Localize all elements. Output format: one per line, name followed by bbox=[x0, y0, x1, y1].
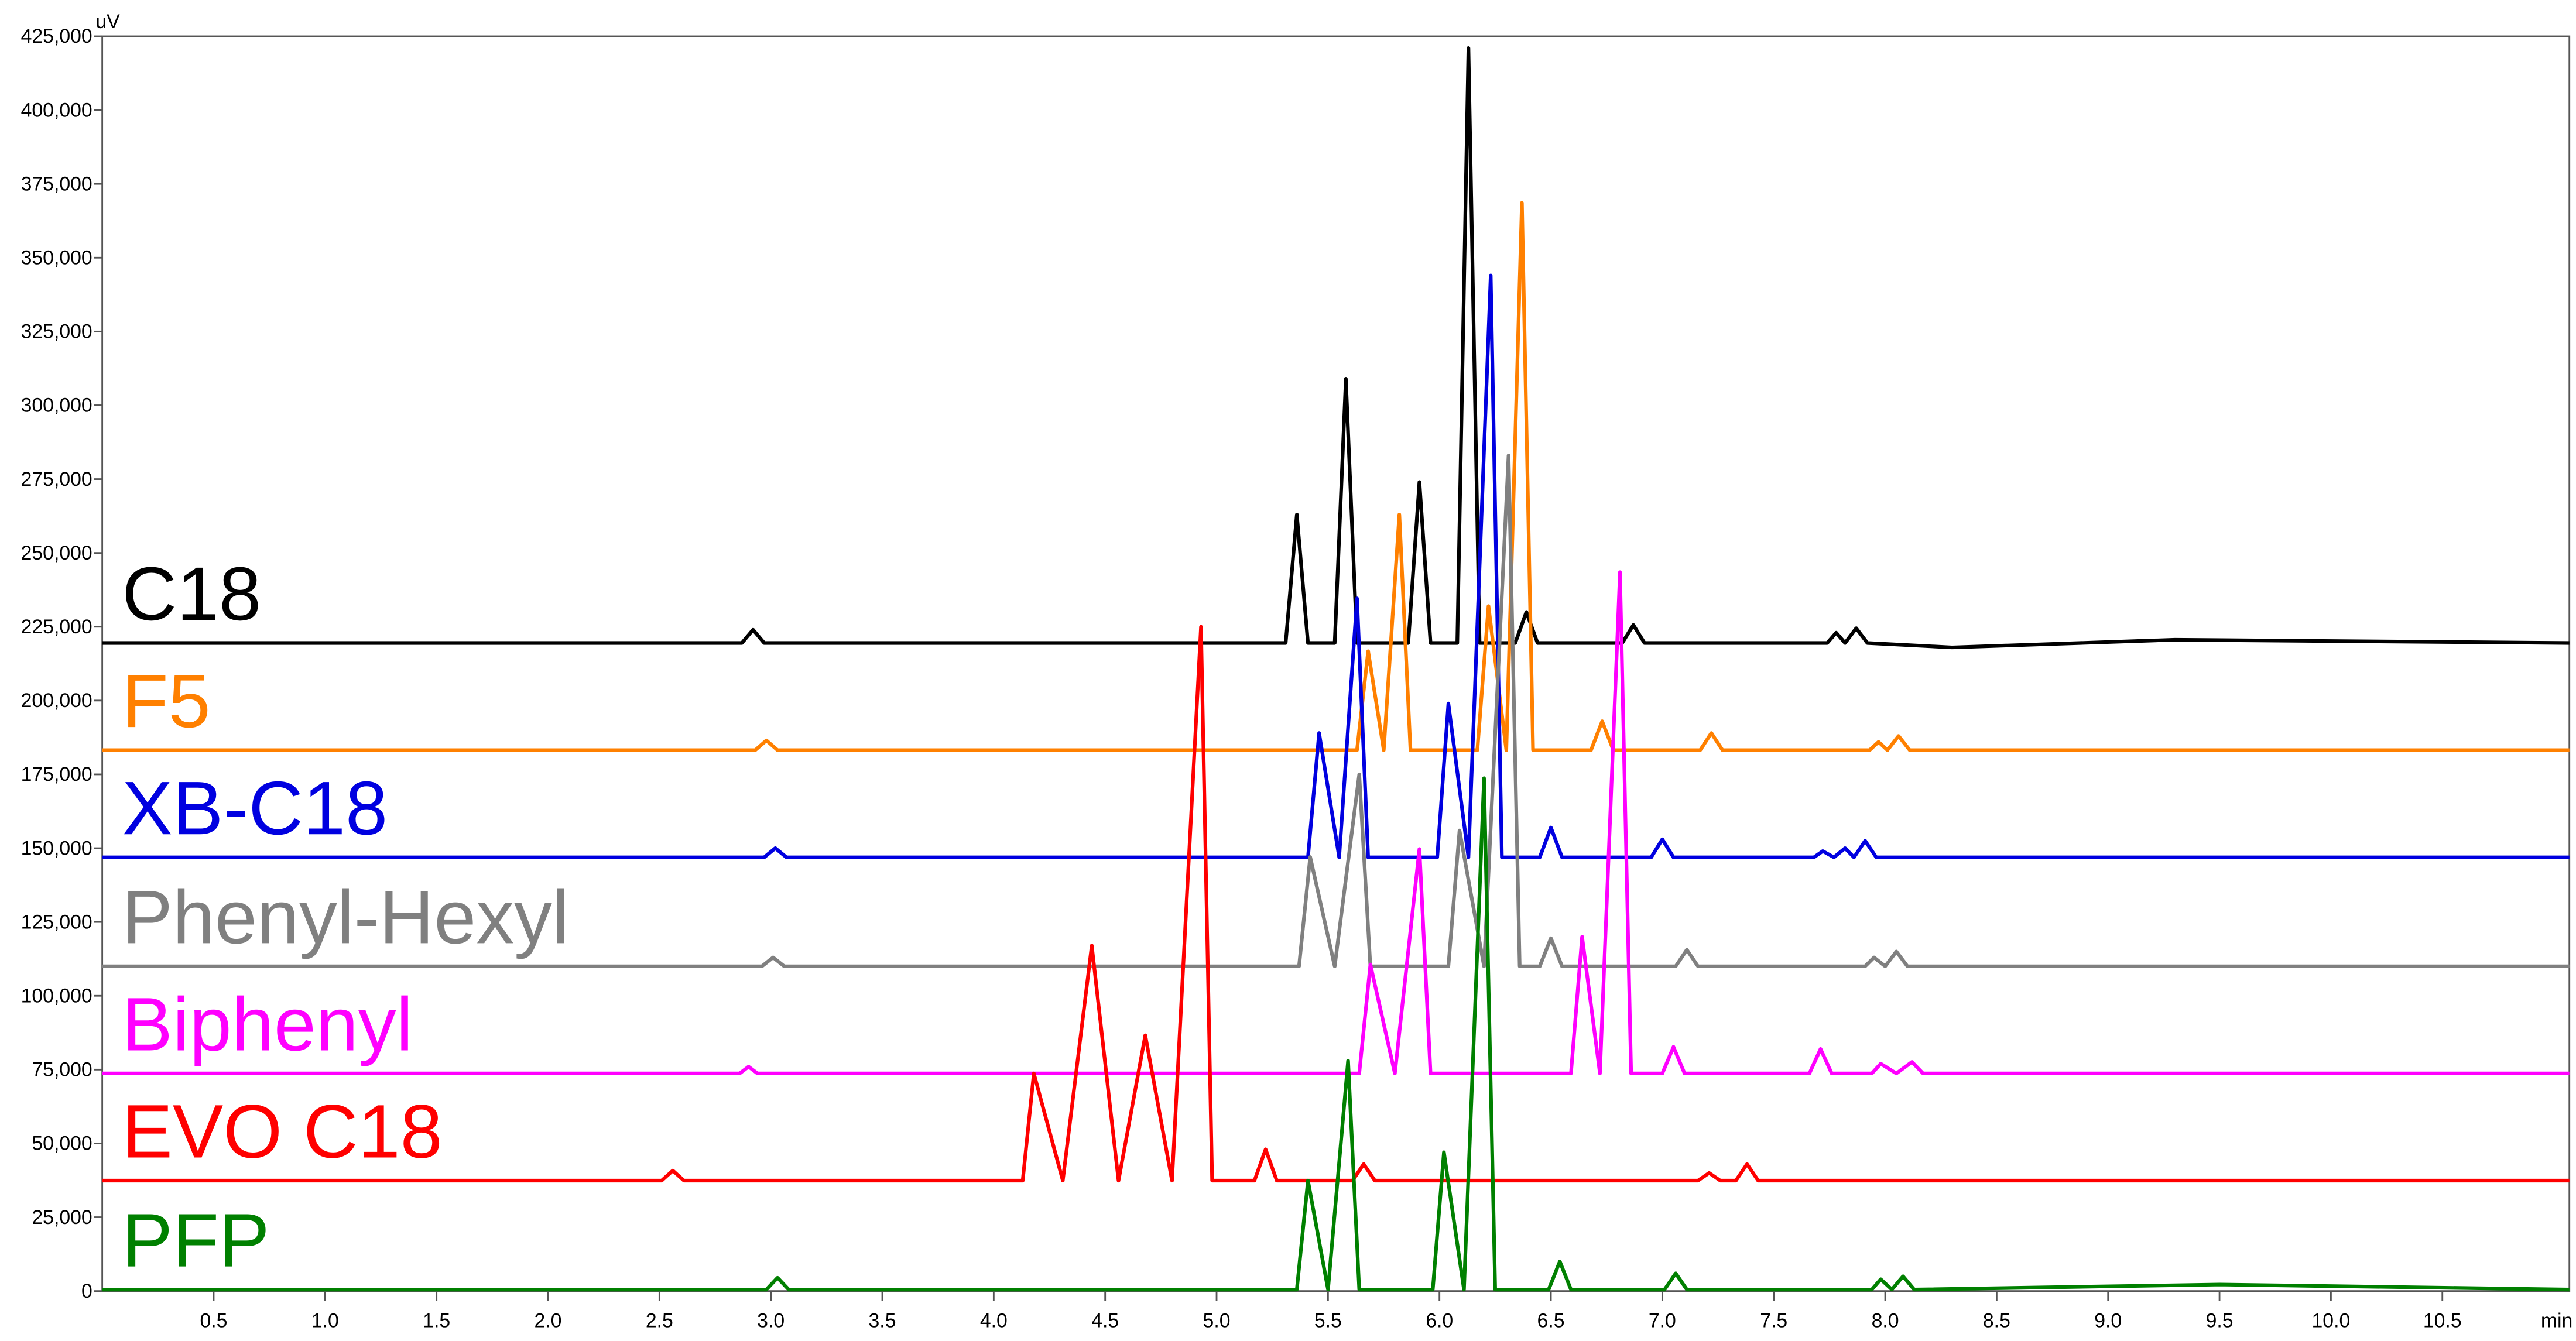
y-tick-label: 400,000 bbox=[21, 99, 93, 121]
x-unit: min bbox=[2541, 1310, 2572, 1332]
legend-label: Biphenyl bbox=[122, 982, 413, 1066]
trace bbox=[102, 201, 2570, 752]
y-tick-label: 425,000 bbox=[21, 25, 93, 47]
y-tick-label: 150,000 bbox=[21, 837, 93, 859]
y-tick-label: 50,000 bbox=[32, 1133, 92, 1155]
trace bbox=[102, 776, 2570, 1292]
y-tick-label: 125,000 bbox=[21, 911, 93, 933]
legend-label: EVO C18 bbox=[122, 1090, 442, 1174]
x-tick-label: 9.0 bbox=[2094, 1310, 2122, 1332]
y-tick-label: 100,000 bbox=[21, 985, 93, 1007]
x-tick-label: 8.0 bbox=[1872, 1310, 1899, 1332]
y-tick-label: 0 bbox=[81, 1280, 93, 1302]
x-tick-label: 2.5 bbox=[646, 1310, 673, 1332]
x-tick-label: 9.5 bbox=[2206, 1310, 2234, 1332]
x-tick-label: 4.5 bbox=[1091, 1310, 1119, 1332]
x-tick-label: 10.0 bbox=[2312, 1310, 2351, 1332]
x-tick-label: 6.5 bbox=[1537, 1310, 1565, 1332]
y-tick-label: 200,000 bbox=[21, 690, 93, 712]
x-tick-label: 7.0 bbox=[1649, 1310, 1676, 1332]
x-tick-label: 10.5 bbox=[2423, 1310, 2462, 1332]
x-tick-label: 7.5 bbox=[1760, 1310, 1787, 1332]
legend-label: XB-C18 bbox=[122, 766, 388, 850]
trace bbox=[102, 570, 2570, 1075]
legend-label: F5 bbox=[122, 659, 210, 743]
legend-label: C18 bbox=[122, 552, 261, 636]
y-tick-label: 225,000 bbox=[21, 616, 93, 638]
x-tick-label: 3.0 bbox=[757, 1310, 785, 1332]
x-tick-label: 0.5 bbox=[200, 1310, 227, 1332]
x-tick-label: 2.0 bbox=[535, 1310, 562, 1332]
y-tick-label: 275,000 bbox=[21, 468, 93, 491]
x-tick-label: 3.5 bbox=[869, 1310, 896, 1332]
y-tick-label: 300,000 bbox=[21, 395, 93, 417]
x-tick-label: 8.5 bbox=[1983, 1310, 2010, 1332]
x-tick-label: 1.0 bbox=[311, 1310, 339, 1332]
y-unit: uV bbox=[95, 11, 120, 33]
x-tick-label: 5.0 bbox=[1203, 1310, 1231, 1332]
trace bbox=[102, 273, 2570, 859]
y-tick-label: 175,000 bbox=[21, 763, 93, 786]
y-tick-label: 250,000 bbox=[21, 542, 93, 564]
y-tick-label: 25,000 bbox=[32, 1206, 92, 1229]
plot-frame bbox=[101, 35, 2571, 1292]
y-tick-label: 350,000 bbox=[21, 247, 93, 269]
x-tick-label: 6.0 bbox=[1426, 1310, 1453, 1332]
y-tick-label: 325,000 bbox=[21, 321, 93, 343]
x-tick-label: 4.0 bbox=[980, 1310, 1008, 1332]
x-tick-label: 5.5 bbox=[1314, 1310, 1342, 1332]
legend-label: Phenyl-Hexyl bbox=[122, 875, 568, 959]
trace bbox=[102, 454, 2570, 968]
legend-label: PFP bbox=[122, 1199, 269, 1283]
x-tick-label: 1.5 bbox=[423, 1310, 450, 1332]
trace bbox=[102, 625, 2570, 1183]
y-tick-label: 375,000 bbox=[21, 173, 93, 195]
y-tick-label: 75,000 bbox=[32, 1059, 92, 1081]
trace bbox=[102, 46, 2570, 650]
